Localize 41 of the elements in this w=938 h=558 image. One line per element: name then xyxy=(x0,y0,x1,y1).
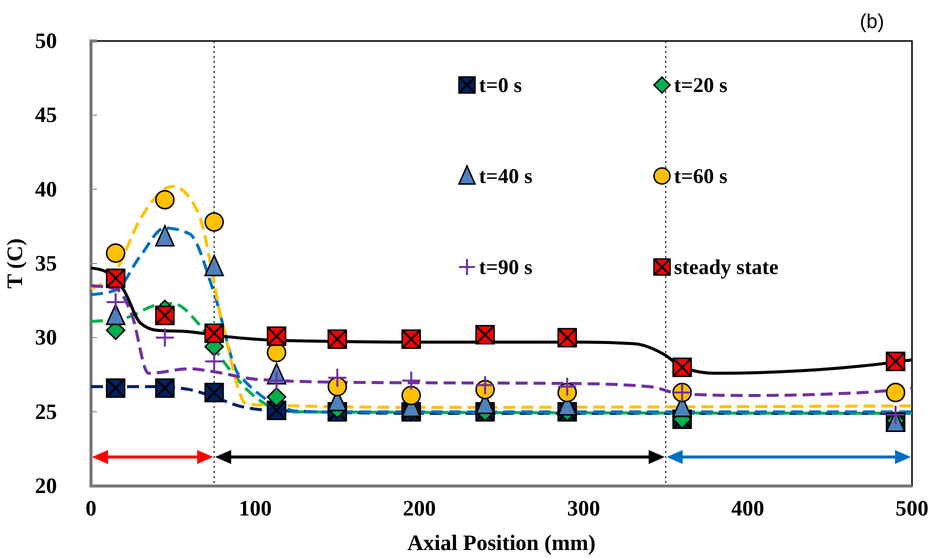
x-tick-label: 300 xyxy=(567,496,600,521)
y-tick-label: 50 xyxy=(35,28,57,54)
y-axis-title: T (C) xyxy=(2,238,27,289)
point xyxy=(266,387,286,407)
point xyxy=(204,351,224,372)
point xyxy=(106,292,126,312)
point xyxy=(327,368,348,388)
y-tick-label: 25 xyxy=(35,398,57,424)
point xyxy=(155,190,175,210)
x-tick-label: 0 xyxy=(86,496,96,521)
legend-label: t=60 s xyxy=(674,164,728,188)
point xyxy=(328,376,348,396)
y-tick-label: 45 xyxy=(35,102,57,128)
point xyxy=(155,225,175,247)
y-tick-label: 30 xyxy=(35,324,57,350)
point xyxy=(106,304,126,326)
legend-label: steady state xyxy=(674,255,778,279)
point xyxy=(886,404,906,425)
legend-label: t=0 s xyxy=(479,73,522,97)
point xyxy=(106,243,126,263)
legend-label: t=90 s xyxy=(479,255,532,279)
x-tick-label: 200 xyxy=(402,496,436,521)
point xyxy=(886,382,906,402)
point xyxy=(401,370,422,391)
point xyxy=(204,254,224,276)
point xyxy=(266,370,287,391)
y-tick-label: 40 xyxy=(35,176,57,202)
x-tick-label: 400 xyxy=(731,496,764,521)
point xyxy=(475,375,496,396)
point xyxy=(204,212,224,232)
x-tick-label: 100 xyxy=(238,496,272,521)
text: (b) xyxy=(860,11,884,33)
y-tick-label: 35 xyxy=(35,250,57,276)
legend-label: t=40 s xyxy=(479,164,532,188)
x-axis-title: Axial Position (mm) xyxy=(407,530,596,555)
point xyxy=(154,328,175,348)
legend-label: t=20 s xyxy=(674,73,728,97)
point xyxy=(557,376,578,397)
y-tick-label: 20 xyxy=(35,473,57,498)
x-tick-label: 500 xyxy=(896,496,928,521)
point xyxy=(401,386,421,406)
